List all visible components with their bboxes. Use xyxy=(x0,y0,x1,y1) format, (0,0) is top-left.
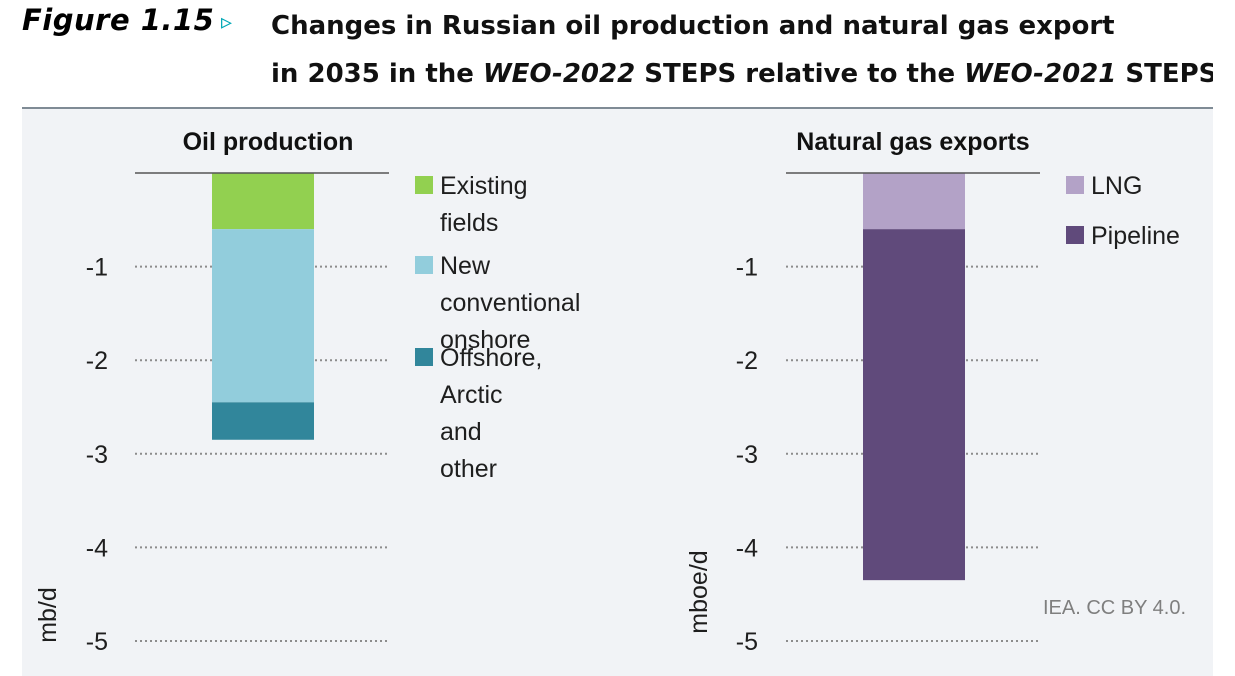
gas-tick-label: -2 xyxy=(736,347,758,375)
oil-bar-segment-3 xyxy=(212,402,314,440)
gas-chart-title: Natural gas exports xyxy=(796,128,1029,156)
gas-y-axis-label: mboe/d xyxy=(685,550,713,633)
oil-legend-swatch xyxy=(415,256,433,274)
gas-legend-label: LNG xyxy=(1091,172,1143,200)
gas-tick-label: -1 xyxy=(736,254,758,282)
oil-tick-label: -2 xyxy=(86,347,108,375)
title-weo-2021: WEO-2021 xyxy=(964,59,1117,89)
figure-label: Figure 1.15 xyxy=(22,3,215,37)
gas-tick-label: -5 xyxy=(736,628,758,656)
gas-bar-segment-2 xyxy=(863,229,965,581)
credit-text: IEA. CC BY 4.0. xyxy=(1043,597,1187,619)
figure-title: Changes in Russian oil production and na… xyxy=(271,2,1221,98)
oil-tick-label: -4 xyxy=(86,534,108,562)
page-margin xyxy=(1213,0,1235,676)
gas-bar-segment-1 xyxy=(863,173,965,230)
gas-tick-label: -3 xyxy=(736,441,758,469)
oil-legend-label: Existing fields xyxy=(440,172,528,237)
title-part-e: STEPS xyxy=(1116,59,1218,89)
gas-tick-label: -4 xyxy=(736,534,758,562)
gas-legend-label: Pipeline xyxy=(1091,222,1180,250)
gas-legend-swatch xyxy=(1066,226,1084,244)
gas-legend-swatch xyxy=(1066,176,1084,194)
oil-legend-label: Offshore, Arctic and other xyxy=(440,344,543,483)
oil-legend-swatch xyxy=(415,176,433,194)
oil-bar-segment-1 xyxy=(212,173,314,230)
oil-tick-label: -1 xyxy=(86,254,108,282)
header-divider xyxy=(22,107,1213,109)
title-weo-2022: WEO-2022 xyxy=(483,59,636,89)
oil-tick-label: -5 xyxy=(86,628,108,656)
title-part-a: in 2035 in the xyxy=(271,59,483,89)
oil-y-axis-label: mb/d xyxy=(34,587,62,643)
oil-legend-label: New conventional onshore xyxy=(440,252,581,354)
figure-title-line-1: Changes in Russian oil production and na… xyxy=(271,11,1115,41)
figure-title-line-2: in 2035 in the WEO-2022 STEPS relative t… xyxy=(271,50,1221,98)
oil-bar-segment-2 xyxy=(212,229,314,403)
oil-legend-swatch xyxy=(415,348,433,366)
title-part-c: STEPS relative to the xyxy=(635,59,965,89)
oil-tick-label: -3 xyxy=(86,441,108,469)
figure-header: Figure 1.15 ▹ Changes in Russian oil pro… xyxy=(0,0,1235,108)
figure-arrow-icon: ▹ xyxy=(221,10,233,35)
oil-chart-title: Oil production xyxy=(183,128,354,156)
